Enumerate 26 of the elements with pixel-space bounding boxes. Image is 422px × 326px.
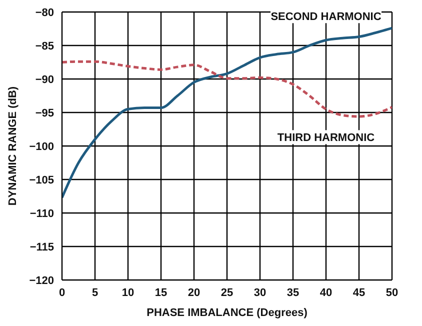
y-tick-label: −110 (30, 208, 54, 220)
y-tick-label: −115 (30, 241, 54, 254)
y-axis-title: DYNAMIC RANGE (dB) (6, 86, 19, 206)
x-tick-label: 5 (92, 286, 98, 299)
x-tick-label: 40 (320, 286, 332, 299)
y-tick-label: −120 (29, 274, 54, 287)
y-tick-label: −105 (29, 174, 54, 186)
x-tick-label: 0 (58, 286, 66, 299)
x-tick-label: 25 (220, 286, 234, 299)
y-tick-label: −90 (35, 74, 54, 86)
x-tick-label: 45 (352, 286, 366, 299)
y-tick-label: −95 (35, 107, 54, 120)
series-label: SECOND HARMONIC (270, 11, 382, 24)
x-tick-label: 35 (286, 286, 300, 299)
x-tick-label: 30 (254, 286, 266, 299)
y-tick-label: −80 (35, 6, 54, 19)
x-tick-label: 10 (122, 286, 134, 299)
line-series (62, 26, 392, 199)
y-tick-label: −100 (29, 140, 54, 153)
line-series (62, 60, 392, 118)
x-tick-label: 15 (154, 286, 168, 299)
series-label: THIRD HARMONIC (277, 132, 375, 144)
y-tick-label: −85 (35, 40, 54, 52)
x-tick-label: 50 (386, 286, 398, 299)
x-tick-label: 20 (188, 286, 200, 299)
x-axis-title: PHASE IMBALANCE (Degrees) (146, 307, 308, 319)
